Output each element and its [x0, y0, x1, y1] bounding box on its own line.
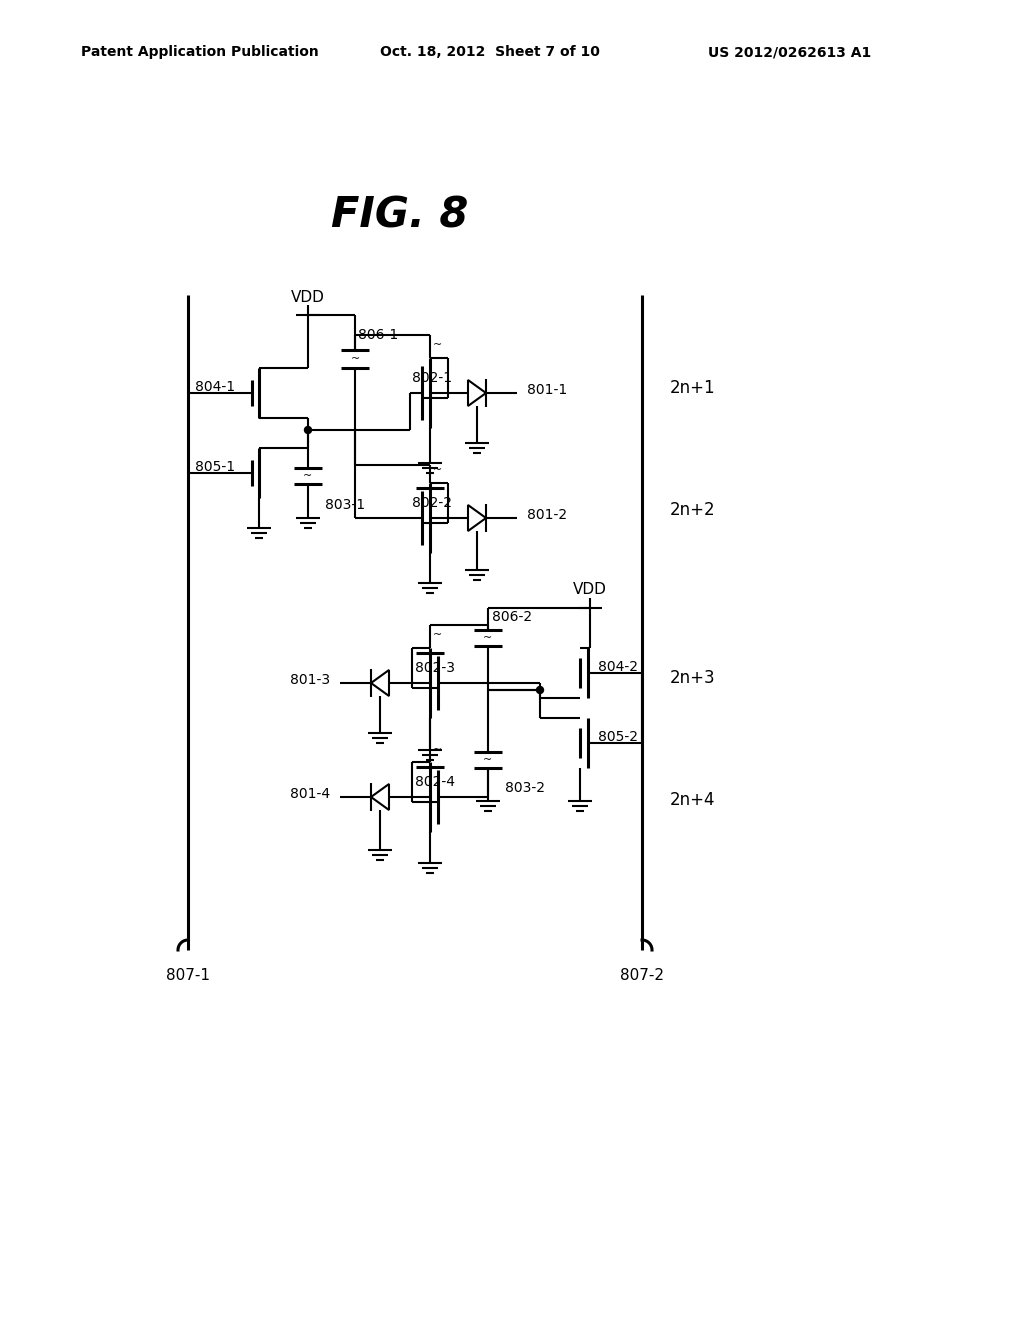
Text: 804-1: 804-1 — [195, 380, 234, 393]
Text: 2n+3: 2n+3 — [670, 669, 716, 686]
Text: 807-2: 807-2 — [620, 968, 664, 982]
Text: 802-2: 802-2 — [412, 496, 452, 510]
Text: VDD: VDD — [573, 582, 607, 598]
Text: ~: ~ — [433, 465, 442, 475]
Text: Patent Application Publication: Patent Application Publication — [81, 45, 318, 59]
Text: Oct. 18, 2012  Sheet 7 of 10: Oct. 18, 2012 Sheet 7 of 10 — [380, 45, 600, 59]
Text: VDD: VDD — [291, 289, 325, 305]
Text: 801-2: 801-2 — [527, 508, 567, 521]
Text: 801-4: 801-4 — [290, 787, 330, 801]
Text: 802-1: 802-1 — [412, 371, 453, 385]
Text: 805-2: 805-2 — [598, 730, 638, 744]
Text: 802-4: 802-4 — [415, 775, 455, 789]
Circle shape — [304, 426, 311, 433]
Text: US 2012/0262613 A1: US 2012/0262613 A1 — [709, 45, 871, 59]
Circle shape — [537, 686, 544, 693]
Text: 803-1: 803-1 — [325, 498, 366, 512]
Text: FIG. 8: FIG. 8 — [332, 194, 469, 236]
Text: ~: ~ — [433, 341, 442, 350]
Text: ~: ~ — [433, 630, 442, 640]
Text: 801-1: 801-1 — [527, 383, 567, 397]
Text: 801-3: 801-3 — [290, 673, 330, 686]
Text: 803-2: 803-2 — [505, 781, 545, 795]
Text: 807-1: 807-1 — [166, 968, 210, 982]
Text: 806-1: 806-1 — [358, 327, 398, 342]
Text: 802-3: 802-3 — [415, 661, 455, 675]
Text: ~: ~ — [483, 755, 493, 766]
Text: 804-2: 804-2 — [598, 660, 638, 675]
Text: ~: ~ — [303, 471, 312, 480]
Text: 2n+2: 2n+2 — [670, 502, 716, 519]
Text: ~: ~ — [483, 634, 493, 643]
Text: ~: ~ — [350, 354, 359, 364]
Text: 806-2: 806-2 — [492, 610, 532, 624]
Text: 805-1: 805-1 — [195, 459, 234, 474]
Text: 2n+4: 2n+4 — [670, 791, 716, 809]
Text: ~: ~ — [433, 744, 442, 755]
Text: 2n+1: 2n+1 — [670, 379, 716, 397]
